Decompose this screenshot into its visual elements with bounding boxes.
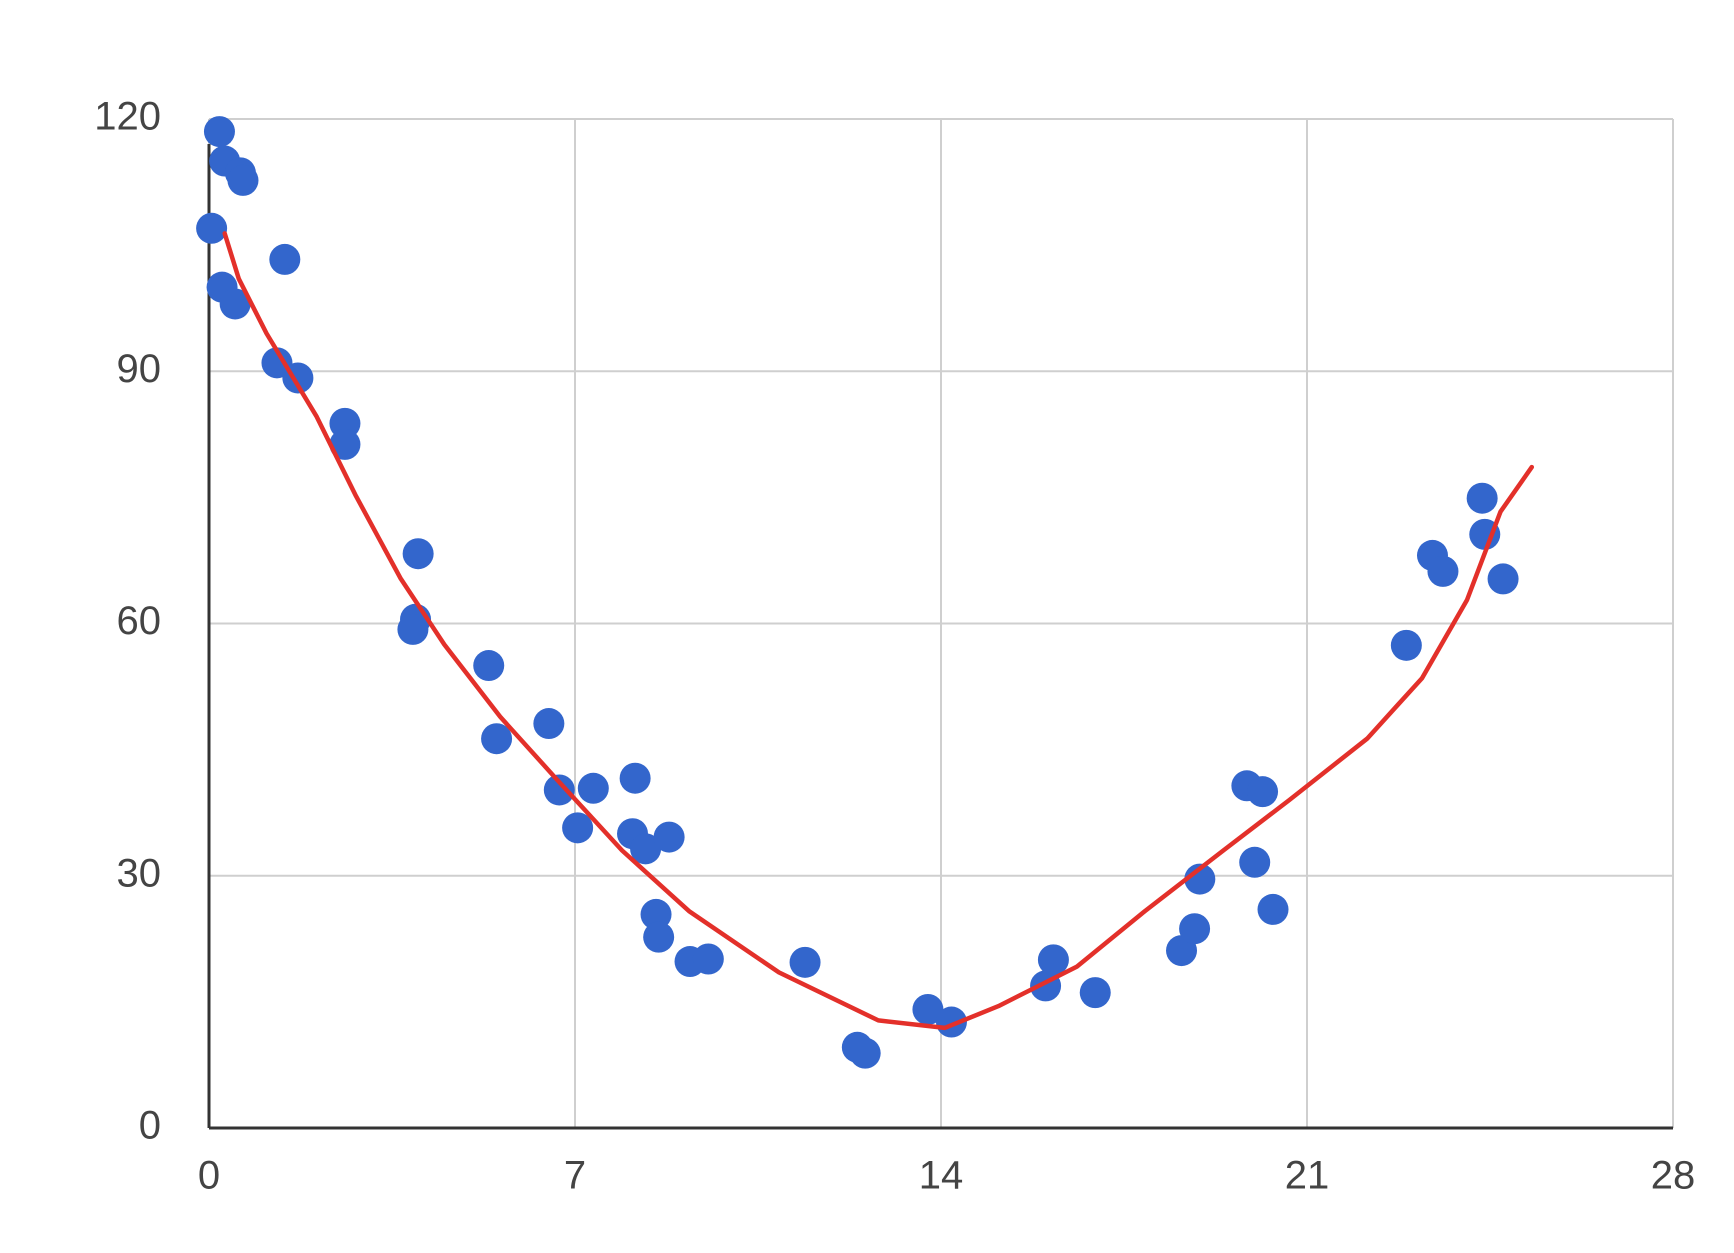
point: [329, 428, 361, 460]
point: [533, 708, 565, 740]
x-tick-label: 21: [1285, 1154, 1330, 1198]
x-tick-label: 7: [564, 1154, 586, 1198]
point: [789, 946, 821, 978]
y-tick-label: 120: [94, 95, 161, 139]
y-tick-label: 60: [117, 599, 162, 643]
point: [1037, 944, 1069, 976]
point: [643, 921, 675, 953]
point: [653, 821, 685, 853]
point: [219, 288, 251, 320]
point: [269, 243, 301, 275]
point: [543, 774, 575, 806]
point: [1079, 977, 1111, 1009]
point: [1239, 846, 1271, 878]
x-tick-label: 14: [919, 1154, 964, 1198]
point: [912, 993, 944, 1025]
point: [619, 762, 651, 794]
x-tick-label: 0: [198, 1154, 220, 1198]
point: [397, 613, 429, 645]
y-tick-label: 90: [117, 347, 162, 391]
point: [402, 538, 434, 570]
point: [1427, 555, 1459, 587]
point: [1487, 563, 1519, 595]
point: [562, 812, 594, 844]
x-tick-label: 28: [1651, 1154, 1696, 1198]
fit-curve: [222, 231, 1535, 1031]
point: [203, 116, 235, 148]
point: [481, 723, 513, 755]
point: [692, 943, 724, 975]
point: [1390, 629, 1422, 661]
point: [1179, 913, 1211, 945]
point: [473, 650, 505, 682]
point: [1247, 776, 1279, 808]
point: [640, 898, 672, 930]
point: [849, 1037, 881, 1069]
y-tick-label: 30: [117, 851, 162, 895]
point: [577, 772, 609, 804]
point: [1184, 863, 1216, 895]
point: [1257, 893, 1289, 925]
point: [1466, 482, 1498, 514]
y-tick-label: 0: [139, 1104, 161, 1148]
point: [630, 833, 662, 865]
point: [227, 164, 259, 196]
point: [196, 212, 228, 244]
